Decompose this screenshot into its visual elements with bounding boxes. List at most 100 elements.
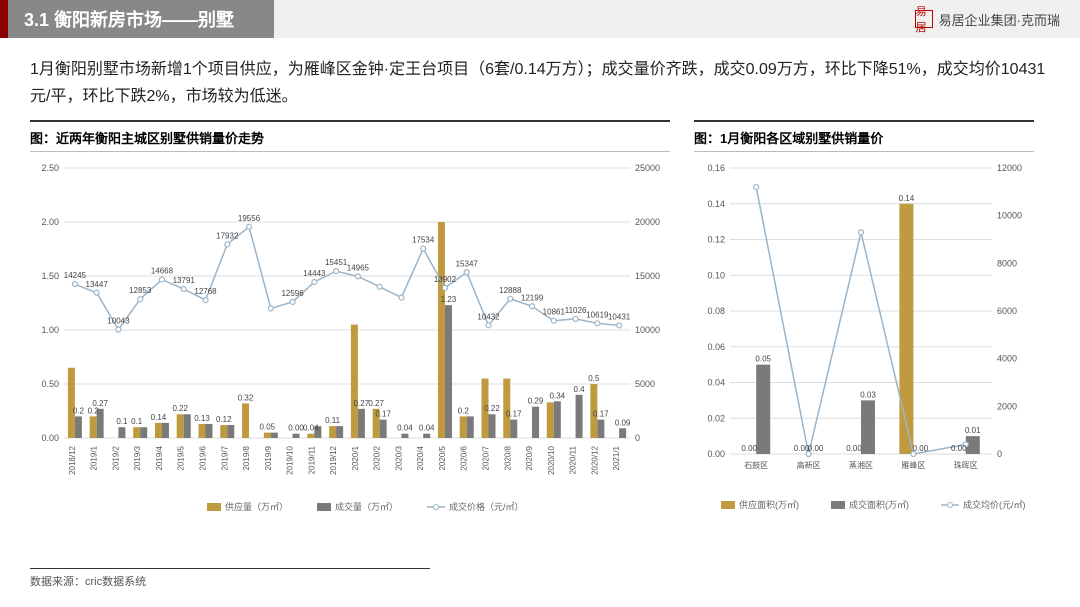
svg-text:0.05: 0.05 xyxy=(260,423,276,432)
svg-text:2020/4: 2020/4 xyxy=(416,446,425,471)
svg-text:10000: 10000 xyxy=(635,325,660,335)
svg-text:2000: 2000 xyxy=(997,402,1017,412)
svg-text:0.27: 0.27 xyxy=(92,399,108,408)
svg-text:0.08: 0.08 xyxy=(707,306,725,316)
svg-text:13447: 13447 xyxy=(86,280,109,289)
svg-text:25000: 25000 xyxy=(635,163,660,173)
svg-text:2020/10: 2020/10 xyxy=(547,446,556,475)
svg-text:雁峰区: 雁峰区 xyxy=(901,460,925,470)
summary-paragraph: 1月衡阳别墅市场新增1个项目供应，为雁峰区金钟·定王台项目（6套/0.14万方）… xyxy=(0,38,1080,120)
header-bar: 3.1 衡阳新房市场——别墅 易居 易居企业集团·克而瑞 xyxy=(0,0,1080,38)
svg-text:10432: 10432 xyxy=(477,313,500,322)
svg-text:2020/6: 2020/6 xyxy=(460,446,469,471)
svg-text:0.16: 0.16 xyxy=(707,163,725,173)
svg-text:0.1: 0.1 xyxy=(131,418,143,427)
svg-text:2019/4: 2019/4 xyxy=(155,446,164,471)
svg-text:2020/3: 2020/3 xyxy=(394,446,403,471)
svg-text:2020/5: 2020/5 xyxy=(438,446,447,471)
svg-text:17534: 17534 xyxy=(412,236,435,245)
svg-text:2019/5: 2019/5 xyxy=(177,446,186,471)
svg-text:0.34: 0.34 xyxy=(550,392,566,401)
section-title: 衡阳新房市场——别墅 xyxy=(54,10,234,30)
svg-text:12000: 12000 xyxy=(997,163,1022,173)
svg-text:2020/12: 2020/12 xyxy=(590,446,599,475)
charts-row: 图：近两年衡阳主城区别墅供销量价走势 0.000.501.001.502.002… xyxy=(0,120,1080,518)
svg-text:0.2: 0.2 xyxy=(73,407,85,416)
svg-text:0.5: 0.5 xyxy=(588,374,600,383)
svg-text:2021/1: 2021/1 xyxy=(612,446,621,471)
svg-text:0.32: 0.32 xyxy=(238,394,254,403)
svg-text:0.14: 0.14 xyxy=(899,194,915,203)
svg-text:2019/8: 2019/8 xyxy=(242,446,251,471)
svg-text:0.27: 0.27 xyxy=(354,399,370,408)
svg-text:0.00: 0.00 xyxy=(808,444,824,453)
svg-text:2019/3: 2019/3 xyxy=(133,446,142,471)
svg-text:2020/9: 2020/9 xyxy=(525,446,534,471)
svg-text:12768: 12768 xyxy=(194,287,217,296)
svg-text:12853: 12853 xyxy=(129,287,152,296)
svg-text:2019/7: 2019/7 xyxy=(220,446,229,471)
svg-text:0.00: 0.00 xyxy=(41,433,59,443)
svg-text:10431: 10431 xyxy=(608,313,631,322)
svg-text:0.17: 0.17 xyxy=(506,410,522,419)
svg-text:0.11: 0.11 xyxy=(325,416,341,425)
svg-text:成交面积(万㎡): 成交面积(万㎡) xyxy=(849,499,909,510)
svg-text:12888: 12888 xyxy=(499,286,522,295)
svg-text:14245: 14245 xyxy=(64,272,87,281)
svg-text:0.22: 0.22 xyxy=(484,405,500,414)
svg-text:2020/7: 2020/7 xyxy=(482,446,491,471)
svg-text:0.17: 0.17 xyxy=(593,410,609,419)
svg-text:0.01: 0.01 xyxy=(965,427,981,436)
svg-text:14668: 14668 xyxy=(151,267,174,276)
svg-text:0.22: 0.22 xyxy=(172,405,188,414)
svg-text:2019/6: 2019/6 xyxy=(199,446,208,471)
svg-text:11026: 11026 xyxy=(565,306,587,315)
svg-text:0.17: 0.17 xyxy=(375,410,391,419)
svg-text:10861: 10861 xyxy=(543,308,566,317)
svg-text:0.00: 0.00 xyxy=(288,424,304,433)
svg-text:0.4: 0.4 xyxy=(574,385,586,394)
svg-text:0.04: 0.04 xyxy=(397,424,413,433)
svg-text:2019/9: 2019/9 xyxy=(264,446,273,471)
svg-text:0.06: 0.06 xyxy=(707,342,725,352)
svg-text:成交量（万㎡）: 成交量（万㎡） xyxy=(335,501,398,512)
svg-text:供应面积(万㎡): 供应面积(万㎡) xyxy=(739,499,799,510)
svg-text:8000: 8000 xyxy=(997,259,1017,269)
svg-text:17932: 17932 xyxy=(216,232,239,241)
svg-text:1.23: 1.23 xyxy=(441,296,457,305)
svg-text:13791: 13791 xyxy=(173,276,196,285)
svg-text:1.00: 1.00 xyxy=(41,325,59,335)
svg-text:0.00: 0.00 xyxy=(707,449,725,459)
svg-text:0.10: 0.10 xyxy=(707,271,725,281)
svg-text:1.50: 1.50 xyxy=(41,271,59,281)
svg-text:15451: 15451 xyxy=(325,259,348,268)
svg-text:14965: 14965 xyxy=(347,264,370,273)
svg-text:2020/11: 2020/11 xyxy=(569,446,578,475)
svg-text:石鼓区: 石鼓区 xyxy=(744,460,768,470)
svg-text:供应量（万㎡）: 供应量（万㎡） xyxy=(225,501,288,512)
svg-text:2020/8: 2020/8 xyxy=(503,446,512,471)
svg-text:0.00: 0.00 xyxy=(741,444,757,453)
svg-text:15347: 15347 xyxy=(456,260,479,269)
svg-text:19556: 19556 xyxy=(238,214,261,223)
svg-text:4000: 4000 xyxy=(997,354,1017,364)
svg-text:2019/11: 2019/11 xyxy=(307,446,316,475)
svg-text:0.1: 0.1 xyxy=(116,418,128,427)
svg-text:0.12: 0.12 xyxy=(707,235,725,245)
svg-text:成交均价(元/㎡): 成交均价(元/㎡) xyxy=(963,499,1026,510)
logo-text: 易居企业集团·克而瑞 xyxy=(939,10,1060,29)
svg-text:0.27: 0.27 xyxy=(368,399,384,408)
svg-text:12596: 12596 xyxy=(281,289,304,298)
svg-text:0.00: 0.00 xyxy=(846,444,862,453)
svg-text:10619: 10619 xyxy=(586,311,609,320)
svg-text:15000: 15000 xyxy=(635,271,660,281)
svg-text:0.02: 0.02 xyxy=(707,414,725,424)
svg-text:14443: 14443 xyxy=(303,269,326,278)
svg-text:高新区: 高新区 xyxy=(797,460,821,470)
svg-text:0.00: 0.00 xyxy=(913,444,929,453)
chart2-block: 图：1月衡阳各区域别墅供销量价 0.000.020.040.060.080.10… xyxy=(694,120,1034,518)
svg-text:0.50: 0.50 xyxy=(41,379,59,389)
section-number: 3.1 xyxy=(24,10,49,30)
svg-text:0.03: 0.03 xyxy=(860,391,876,400)
svg-text:2020/1: 2020/1 xyxy=(351,446,360,471)
